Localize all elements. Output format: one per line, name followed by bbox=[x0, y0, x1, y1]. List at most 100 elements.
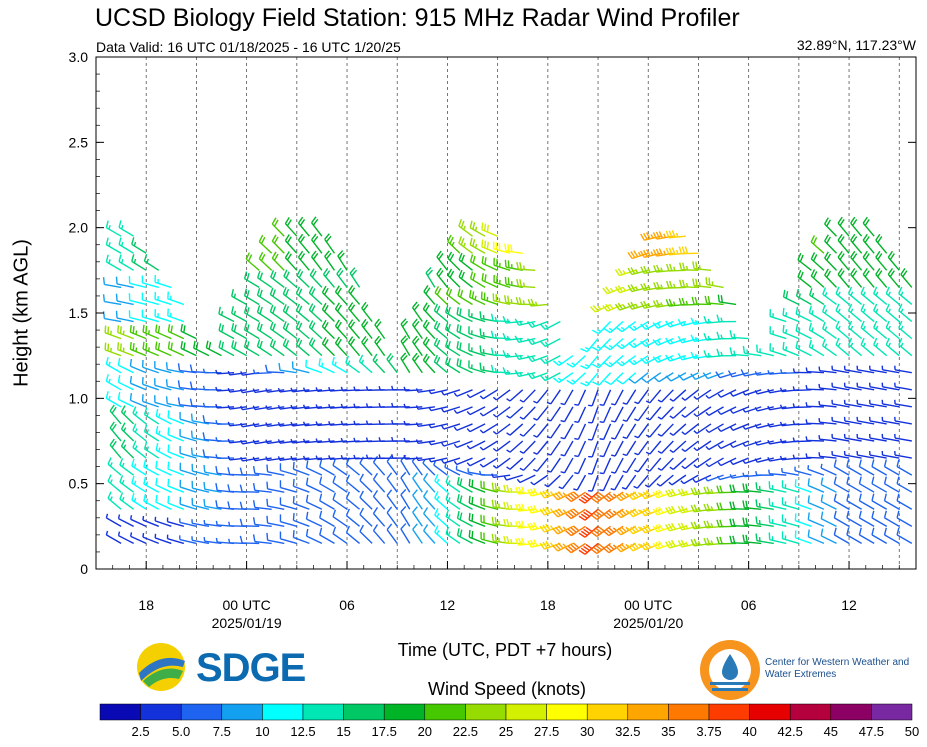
wind-barb bbox=[131, 475, 147, 493]
wind-barb bbox=[768, 469, 787, 476]
wind-barb bbox=[167, 444, 185, 459]
wind-barb bbox=[742, 345, 762, 357]
wind-barb bbox=[742, 517, 762, 528]
wind-barb bbox=[860, 337, 875, 357]
wind-barb bbox=[810, 269, 825, 288]
wind-barb bbox=[768, 515, 787, 528]
wind-barb bbox=[885, 337, 900, 357]
wind-barb bbox=[657, 440, 674, 454]
colorbar-swatch bbox=[789, 703, 832, 721]
wind-barb bbox=[729, 501, 749, 510]
wind-barb bbox=[831, 365, 850, 374]
wind-barb bbox=[717, 440, 737, 450]
wind-barb bbox=[141, 309, 159, 323]
wind-barb bbox=[428, 457, 448, 463]
wind-barb bbox=[102, 294, 122, 306]
wind-barb bbox=[265, 422, 285, 428]
wind-barb bbox=[703, 537, 724, 546]
wind-barb bbox=[657, 389, 674, 403]
wind-barb bbox=[202, 385, 222, 391]
wind-barb bbox=[533, 457, 549, 472]
wind-barb bbox=[896, 493, 913, 510]
wind-barb bbox=[154, 274, 172, 289]
wind-barb bbox=[677, 522, 699, 531]
wind-barb bbox=[539, 523, 561, 533]
wind-barb bbox=[492, 440, 511, 452]
cw3e-logo-icon bbox=[700, 640, 760, 700]
wind-barb bbox=[179, 496, 197, 510]
wind-barb bbox=[856, 416, 875, 425]
wind-barb bbox=[142, 515, 160, 527]
wind-barb bbox=[729, 347, 749, 357]
wind-barb bbox=[883, 510, 900, 527]
wind-barb bbox=[466, 440, 486, 450]
wind-barb bbox=[881, 365, 900, 374]
wind-barb bbox=[588, 406, 599, 424]
wind-barb bbox=[282, 338, 298, 357]
wind-barb bbox=[328, 438, 348, 443]
wind-barb bbox=[240, 456, 260, 462]
wind-barb bbox=[627, 355, 649, 366]
wind-barb bbox=[871, 476, 888, 493]
wind-barb bbox=[305, 494, 323, 510]
wind-barb bbox=[610, 457, 624, 474]
wind-barb bbox=[243, 322, 260, 340]
wind-barb bbox=[860, 320, 875, 340]
wind-barb bbox=[180, 323, 197, 340]
wind-barb bbox=[862, 233, 875, 254]
wind-barb bbox=[130, 515, 147, 527]
wind-barb bbox=[847, 303, 863, 323]
wind-barb bbox=[105, 237, 122, 254]
wind-barb bbox=[622, 406, 637, 422]
colorbar-label: 50 bbox=[905, 724, 919, 739]
wind-barb bbox=[105, 513, 122, 527]
wind-barb bbox=[191, 480, 210, 493]
x-tick-label: 12 bbox=[841, 597, 857, 613]
wind-barb bbox=[400, 352, 411, 374]
wind-barb bbox=[868, 365, 887, 374]
wind-barb bbox=[128, 293, 147, 306]
wind-barb bbox=[319, 510, 335, 527]
wind-barb bbox=[143, 253, 160, 271]
wind-barb bbox=[767, 422, 787, 428]
wind-barb bbox=[155, 460, 172, 476]
wind-barb bbox=[457, 288, 473, 306]
wind-barb bbox=[239, 501, 260, 510]
wind-barb bbox=[131, 237, 147, 254]
wind-barb bbox=[265, 388, 285, 393]
wind-barb bbox=[560, 389, 574, 406]
wind-barb bbox=[782, 289, 800, 306]
wind-barb bbox=[894, 416, 912, 425]
wind-barb bbox=[117, 514, 134, 527]
wind-barb bbox=[856, 382, 875, 391]
wind-barb bbox=[527, 355, 549, 363]
wind-barb bbox=[118, 237, 135, 254]
wind-barb bbox=[264, 364, 285, 374]
wind-barb bbox=[767, 405, 787, 411]
wind-barb bbox=[348, 319, 361, 340]
wind-barb bbox=[453, 389, 473, 397]
wind-barb bbox=[729, 330, 749, 340]
wind-barb bbox=[565, 542, 586, 554]
wind-barb bbox=[677, 539, 699, 548]
wind-barb bbox=[822, 321, 837, 340]
wind-barb bbox=[266, 498, 285, 510]
wind-barb bbox=[767, 388, 787, 394]
wind-barb bbox=[717, 457, 737, 467]
wind-barb bbox=[328, 421, 348, 426]
wind-barb bbox=[386, 523, 398, 544]
wind-barb bbox=[456, 358, 473, 374]
wind-barb bbox=[504, 243, 523, 254]
wind-barb bbox=[143, 407, 160, 425]
wind-barb bbox=[453, 406, 473, 414]
wind-barb bbox=[315, 404, 335, 410]
wind-barb bbox=[258, 234, 273, 254]
wind-barb bbox=[552, 491, 574, 501]
y-tick-label: 0.5 bbox=[69, 476, 89, 492]
wind-barb bbox=[180, 341, 197, 357]
wind-barb bbox=[107, 457, 122, 476]
wind-barb bbox=[527, 337, 549, 346]
wind-barb bbox=[167, 461, 185, 476]
wind-barb bbox=[277, 456, 297, 461]
wind-barb bbox=[544, 474, 561, 488]
